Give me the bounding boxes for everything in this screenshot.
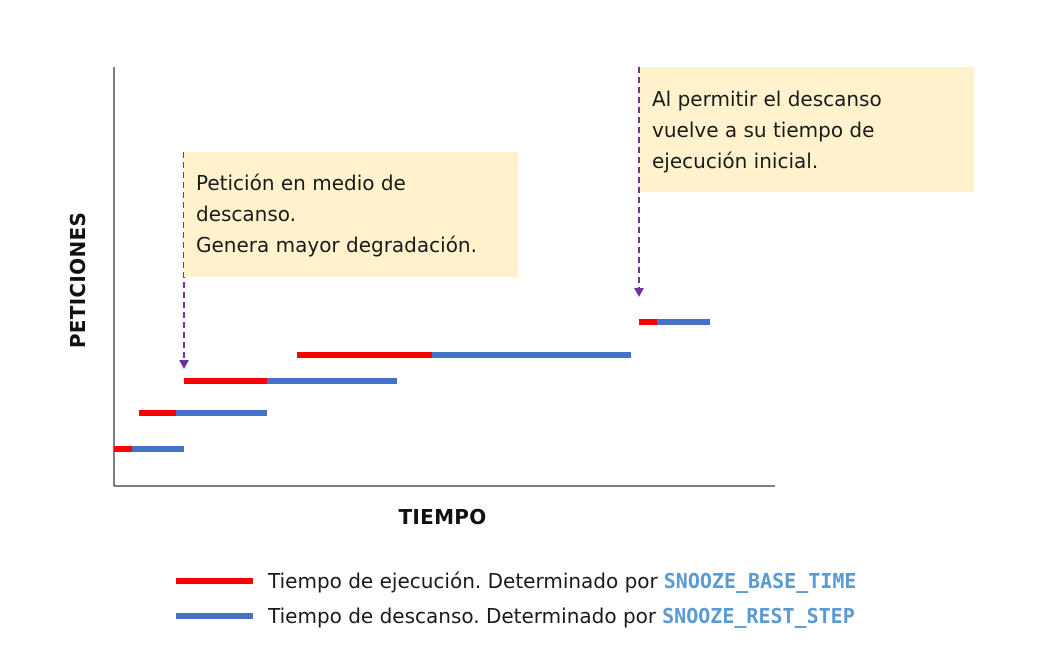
callout-1-line-1: Petición en medio de bbox=[196, 171, 406, 195]
legend-swatch-execution bbox=[176, 578, 253, 584]
legend-item-execution: Tiempo de ejecución. Determinado por SNO… bbox=[176, 566, 856, 596]
legend-text-rest: Tiempo de descanso. Determinado por bbox=[268, 604, 657, 628]
x-axis-label: TIEMPO bbox=[398, 505, 487, 529]
legend-swatch-rest bbox=[176, 613, 253, 619]
callout-2-line-2: vuelve a su tiempo de bbox=[652, 118, 875, 142]
y-axis-label: PETICIONES bbox=[66, 211, 90, 349]
callout-1-line-3: Genera mayor degradación. bbox=[196, 233, 477, 257]
callout-mid-rest-request: Petición en medio de descanso. Genera ma… bbox=[184, 152, 518, 277]
callout-1-line-2: descanso. bbox=[196, 202, 297, 226]
legend-code-rest: SNOOZE_REST_STEP bbox=[662, 604, 855, 628]
request-bars bbox=[114, 319, 710, 452]
arrow-2-head bbox=[634, 288, 644, 297]
callout-2-line-3: ejecución inicial. bbox=[652, 149, 819, 173]
legend-code-execution: SNOOZE_BASE_TIME bbox=[663, 569, 857, 593]
legend-text-execution: Tiempo de ejecución. Determinado por bbox=[268, 569, 658, 593]
arrow-2 bbox=[634, 67, 644, 297]
callout-after-rest: Al permitir el descanso vuelve a su tiem… bbox=[640, 67, 974, 192]
callout-2-line-1: Al permitir el descanso bbox=[652, 87, 882, 111]
legend-item-rest: Tiempo de descanso. Determinado por SNOO… bbox=[176, 601, 855, 631]
arrow-1-head bbox=[179, 360, 189, 369]
